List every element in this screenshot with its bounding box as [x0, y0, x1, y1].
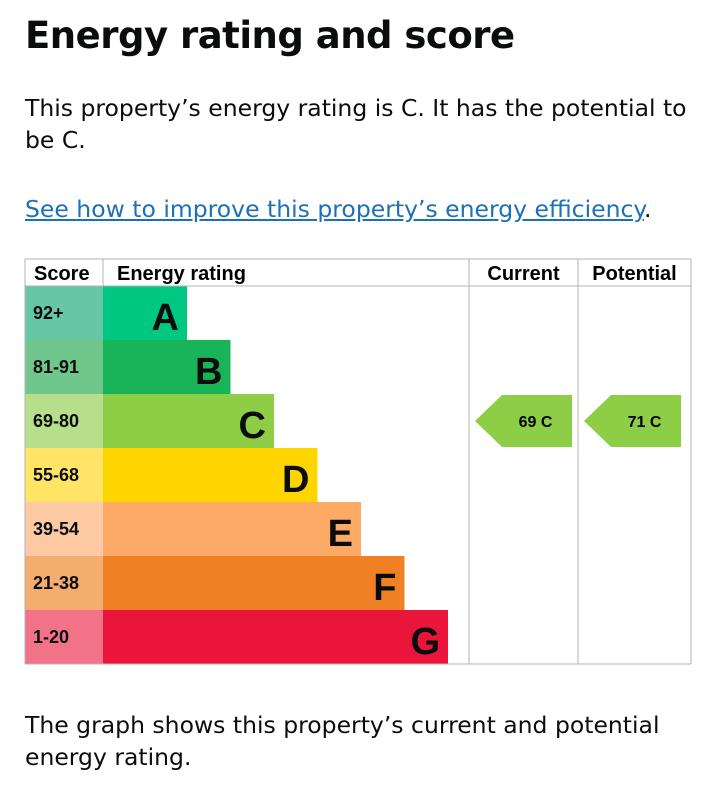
- score-cell-d: [25, 448, 103, 502]
- header-score: Score: [34, 263, 90, 285]
- rating-bar-g: [103, 610, 448, 664]
- header-current: Current: [487, 263, 560, 285]
- rating-letter: B: [195, 351, 222, 393]
- score-range-label: 1-20: [33, 627, 69, 647]
- rating-summary: This property’s energy rating is C. It h…: [25, 94, 687, 154]
- rating-letter: E: [328, 513, 353, 555]
- page-title: Energy rating and score: [25, 14, 515, 57]
- rating-bar-b: [103, 340, 231, 394]
- current-rating-label: 69 C: [519, 414, 553, 431]
- header-potential: Potential: [592, 263, 676, 285]
- rating-letter: G: [410, 621, 440, 663]
- rating-bar-c: [103, 394, 274, 448]
- rating-letter: F: [373, 567, 396, 609]
- score-range-label: 92+: [33, 303, 64, 323]
- score-range-label: 39-54: [33, 519, 79, 539]
- rating-letter: D: [282, 459, 309, 501]
- potential-arrow: [584, 395, 681, 447]
- rating-letter: C: [239, 405, 266, 447]
- improve-link-line: See how to improve this property’s energ…: [25, 193, 705, 225]
- rating-bar-e: [103, 502, 361, 556]
- energy-rating-chart: 92+ A 81-91 B 69-80 C 55-68 D 39-54 E 21-38 F 1-20 G S…: [24, 258, 692, 665]
- score-range-label: 55-68: [33, 465, 79, 485]
- score-cell-a: [25, 286, 103, 340]
- rating-letter: A: [152, 297, 179, 339]
- score-cell-b: [25, 340, 103, 394]
- improve-efficiency-link[interactable]: See how to improve this property’s energ…: [25, 195, 644, 223]
- rating-bar-f: [103, 556, 405, 610]
- score-range-label: 69-80: [33, 411, 79, 431]
- potential-rating-label: 71 C: [628, 414, 662, 431]
- score-cell-f: [25, 556, 103, 610]
- score-range-label: 81-91: [33, 357, 79, 377]
- score-cell-c: [25, 394, 103, 448]
- score-cell-e: [25, 502, 103, 556]
- current-arrow: [475, 395, 572, 447]
- graph-description: The graph shows this property’s current …: [25, 711, 660, 771]
- score-cell-g: [25, 610, 103, 664]
- score-range-label: 21-38: [33, 573, 79, 593]
- rating-bar-d: [103, 448, 318, 502]
- rating-bar-a: [103, 286, 187, 340]
- link-suffix: .: [643, 195, 652, 223]
- header-energy-rating: Energy rating: [117, 263, 246, 285]
